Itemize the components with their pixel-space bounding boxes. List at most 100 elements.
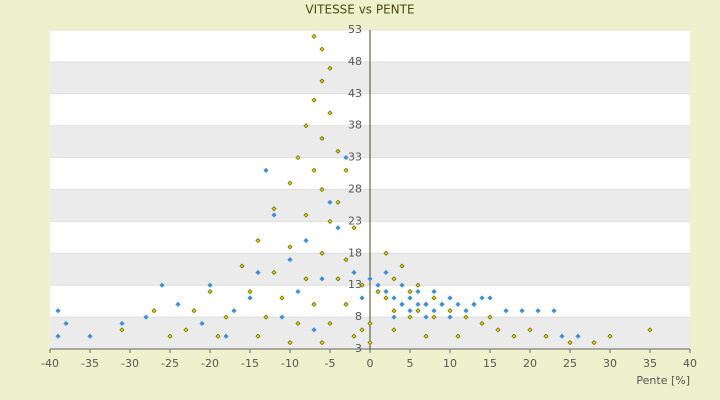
point <box>223 314 229 320</box>
point <box>359 327 365 333</box>
point <box>231 308 237 314</box>
point <box>271 269 277 276</box>
point <box>447 295 453 301</box>
point <box>55 308 61 314</box>
point <box>287 180 293 186</box>
point <box>359 282 365 288</box>
point <box>303 212 309 218</box>
point <box>327 199 333 205</box>
x-axis-label: Pente [%] <box>636 374 690 387</box>
point <box>503 308 509 314</box>
point <box>527 327 533 333</box>
point <box>455 333 461 339</box>
point <box>311 167 317 173</box>
point <box>407 289 413 295</box>
point <box>271 206 277 212</box>
y-tick-label: 48 <box>348 55 362 68</box>
point <box>423 314 429 320</box>
point <box>383 295 389 301</box>
point <box>183 327 189 333</box>
point <box>359 295 365 301</box>
x-tick-label: -10 <box>281 357 299 370</box>
point <box>167 333 173 339</box>
point <box>119 320 125 327</box>
point <box>495 327 501 333</box>
point <box>207 289 213 295</box>
point <box>431 295 437 301</box>
point <box>223 333 229 339</box>
point <box>159 282 165 288</box>
x-tick-label: 0 <box>367 357 374 370</box>
x-tick-label: 10 <box>443 357 457 370</box>
point <box>511 333 517 339</box>
point <box>407 314 413 320</box>
point <box>431 308 437 314</box>
point <box>295 155 301 161</box>
point <box>327 65 333 71</box>
point <box>367 320 373 327</box>
y-tick-label: 28 <box>348 183 362 196</box>
point <box>487 295 493 301</box>
point <box>87 333 93 339</box>
point <box>119 327 125 333</box>
point <box>519 308 525 314</box>
point <box>271 212 277 218</box>
x-tick-label: 20 <box>523 357 537 370</box>
point <box>327 320 333 327</box>
point <box>143 314 149 320</box>
y-tick-label: 43 <box>348 87 362 100</box>
point <box>383 269 389 276</box>
point <box>319 46 325 52</box>
point <box>311 301 317 307</box>
point <box>295 320 301 327</box>
point <box>311 97 317 103</box>
x-tick-label: 40 <box>683 357 697 370</box>
point <box>55 333 61 339</box>
point <box>351 225 357 231</box>
point <box>319 340 325 346</box>
point <box>423 333 429 339</box>
point <box>311 327 317 333</box>
point <box>375 289 381 295</box>
point <box>247 289 253 295</box>
x-tick-label: -5 <box>325 357 336 370</box>
point <box>247 295 253 301</box>
point <box>303 123 309 129</box>
point <box>383 250 389 256</box>
point <box>343 167 349 173</box>
point <box>423 301 429 307</box>
point <box>335 199 341 205</box>
point <box>391 295 397 301</box>
point <box>431 314 437 320</box>
point <box>367 340 373 346</box>
point <box>343 257 349 263</box>
point <box>295 289 301 295</box>
point <box>319 276 325 282</box>
point <box>255 269 261 276</box>
point <box>343 301 349 307</box>
y-tick-label: 33 <box>348 151 362 164</box>
x-tick-label: -30 <box>121 357 139 370</box>
point <box>575 333 581 339</box>
y-tick-label: 8 <box>355 310 362 323</box>
point <box>399 263 405 269</box>
point <box>431 289 437 295</box>
point <box>287 244 293 250</box>
point <box>391 314 397 320</box>
point <box>551 308 557 314</box>
point <box>399 282 405 288</box>
point <box>319 186 325 193</box>
x-tick-label: 35 <box>643 357 657 370</box>
point <box>391 327 397 333</box>
point <box>607 333 613 339</box>
point <box>479 295 485 301</box>
point <box>343 155 349 161</box>
point <box>335 148 341 154</box>
point <box>383 289 389 295</box>
point <box>351 333 357 339</box>
x-tick-label: 25 <box>563 357 577 370</box>
point <box>319 78 325 84</box>
point <box>199 320 205 327</box>
point <box>407 308 413 314</box>
